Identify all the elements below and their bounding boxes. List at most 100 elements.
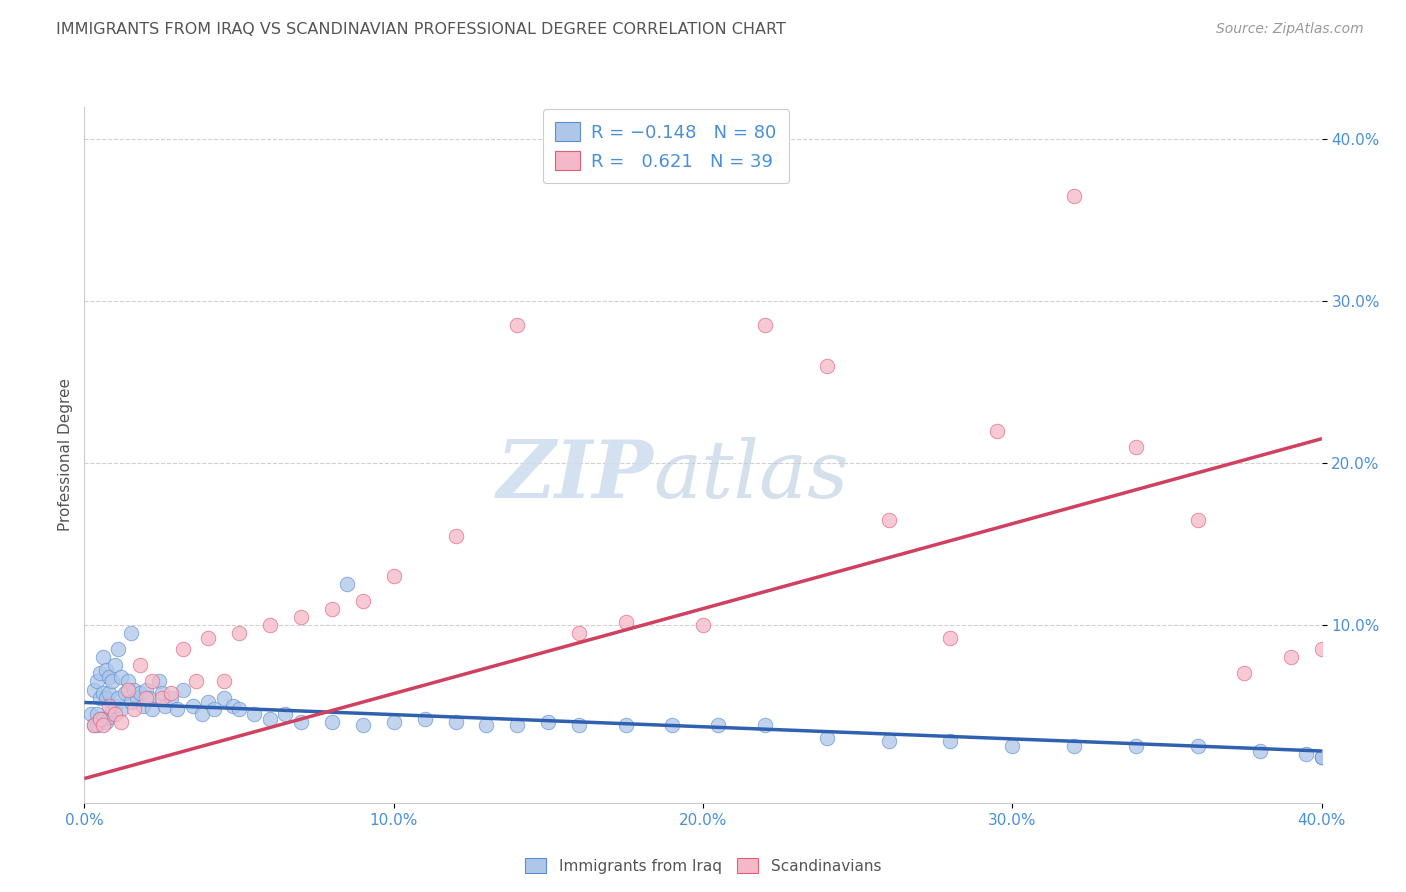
Point (939, 734, 962, 748)
Point (91, 712, 114, 726)
Text: IMMIGRANTS FROM IRAQ VS SCANDINAVIAN PROFESSIONAL DEGREE CORRELATION CHART: IMMIGRANTS FROM IRAQ VS SCANDINAVIAN PRO… (56, 22, 786, 37)
Point (382, 714, 405, 729)
Point (160, 690, 183, 705)
Point (290, 609, 312, 624)
Point (1063, 739, 1085, 754)
Text: Source: ZipAtlas.com: Source: ZipAtlas.com (1216, 22, 1364, 37)
Point (614, 615, 637, 629)
Point (101, 702, 124, 716)
Point (98, 670, 121, 684)
Point (135, 690, 157, 705)
Point (129, 658, 152, 673)
Point (114, 686, 136, 700)
Point (94, 714, 117, 729)
Point (79, 706, 101, 721)
Point (86, 674, 108, 689)
Point (197, 631, 219, 645)
Point (475, 718, 498, 732)
Point (132, 698, 155, 713)
Point (321, 714, 343, 729)
Point (101, 674, 124, 689)
Text: atlas: atlas (654, 437, 849, 515)
Point (150, 690, 173, 705)
Point (94, 690, 117, 705)
Point (91, 718, 114, 732)
Point (89, 712, 111, 726)
Point (107, 690, 129, 705)
Point (148, 674, 170, 689)
Point (754, 318, 776, 333)
Point (1233, 666, 1256, 681)
Point (336, 577, 359, 591)
Point (1310, 750, 1333, 764)
Point (754, 718, 776, 732)
Point (228, 702, 250, 716)
Point (153, 698, 176, 713)
Point (568, 626, 591, 640)
Point (1187, 739, 1209, 754)
Point (110, 670, 132, 684)
Point (104, 706, 127, 721)
Point (212, 690, 235, 705)
Point (86, 718, 108, 732)
Point (172, 642, 194, 657)
Point (98, 710, 121, 724)
Point (815, 359, 838, 373)
Point (120, 696, 142, 710)
Point (107, 642, 129, 657)
Point (86, 706, 108, 721)
Text: ZIP: ZIP (496, 437, 654, 515)
Point (877, 734, 900, 748)
Point (1295, 747, 1317, 762)
Point (1125, 440, 1147, 454)
Point (89, 712, 111, 726)
Y-axis label: Professional Degree: Professional Degree (58, 378, 73, 532)
Point (1310, 750, 1333, 764)
Point (135, 682, 157, 697)
Point (172, 682, 194, 697)
Point (104, 698, 127, 713)
Point (506, 718, 529, 732)
Point (815, 731, 838, 745)
Point (382, 569, 405, 583)
Legend: R = −0.148   N = 80, R =   0.621   N = 39: R = −0.148 N = 80, R = 0.621 N = 39 (543, 109, 789, 183)
Point (1063, 189, 1085, 203)
Point (413, 712, 436, 726)
Point (104, 658, 127, 673)
Point (352, 593, 374, 607)
Point (614, 718, 637, 732)
Point (83, 718, 105, 732)
Point (197, 696, 219, 710)
Point (122, 682, 145, 697)
Legend: Immigrants from Iraq, Scandinavians: Immigrants from Iraq, Scandinavians (519, 852, 887, 880)
Point (1125, 739, 1147, 754)
Point (212, 674, 235, 689)
Point (122, 702, 145, 716)
Point (1279, 650, 1302, 665)
Point (110, 714, 132, 729)
Point (1187, 513, 1209, 527)
Point (117, 682, 139, 697)
Point (707, 718, 730, 732)
Point (138, 690, 160, 705)
Point (120, 626, 142, 640)
Point (160, 686, 183, 700)
Point (692, 617, 714, 632)
Point (1249, 744, 1271, 758)
Point (98, 686, 121, 700)
Point (125, 690, 148, 705)
Point (259, 712, 281, 726)
Point (228, 626, 250, 640)
Point (877, 513, 900, 527)
Point (141, 702, 163, 716)
Point (98, 698, 121, 713)
Point (506, 318, 529, 333)
Point (117, 674, 139, 689)
Point (1310, 642, 1333, 657)
Point (166, 702, 188, 716)
Point (321, 601, 343, 615)
Point (141, 674, 163, 689)
Point (444, 714, 467, 729)
Point (184, 674, 207, 689)
Point (181, 698, 204, 713)
